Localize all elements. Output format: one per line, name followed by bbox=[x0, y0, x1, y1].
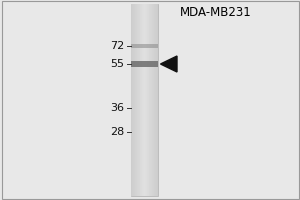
Bar bbox=[156, 4, 157, 196]
Polygon shape bbox=[160, 56, 177, 72]
Bar bbox=[141, 4, 142, 196]
Bar bbox=[132, 4, 133, 196]
Bar bbox=[151, 4, 152, 196]
Bar bbox=[139, 4, 140, 196]
Bar bbox=[131, 4, 132, 196]
Text: 28: 28 bbox=[110, 127, 124, 137]
Bar bbox=[157, 4, 158, 196]
Bar bbox=[130, 4, 131, 196]
Bar bbox=[140, 4, 141, 196]
Bar bbox=[134, 4, 135, 196]
Bar bbox=[147, 4, 148, 196]
Bar bbox=[149, 4, 150, 196]
Bar bbox=[142, 4, 143, 196]
Bar bbox=[143, 4, 144, 196]
Bar bbox=[150, 4, 151, 196]
Text: 72: 72 bbox=[110, 41, 124, 51]
Bar bbox=[145, 4, 146, 196]
Bar bbox=[153, 4, 154, 196]
Bar bbox=[146, 4, 147, 196]
Bar bbox=[155, 4, 156, 196]
Bar bbox=[130, 61, 158, 67]
Bar bbox=[135, 4, 136, 196]
Text: MDA-MB231: MDA-MB231 bbox=[180, 6, 252, 19]
Bar bbox=[144, 4, 145, 196]
Bar bbox=[138, 4, 139, 196]
Bar bbox=[130, 4, 158, 196]
Text: 55: 55 bbox=[110, 59, 124, 69]
Bar bbox=[152, 4, 153, 196]
Bar bbox=[133, 4, 134, 196]
Bar bbox=[130, 44, 158, 48]
Bar bbox=[148, 4, 149, 196]
Bar bbox=[136, 4, 137, 196]
Bar bbox=[154, 4, 155, 196]
Bar bbox=[137, 4, 138, 196]
Text: 36: 36 bbox=[110, 103, 124, 113]
